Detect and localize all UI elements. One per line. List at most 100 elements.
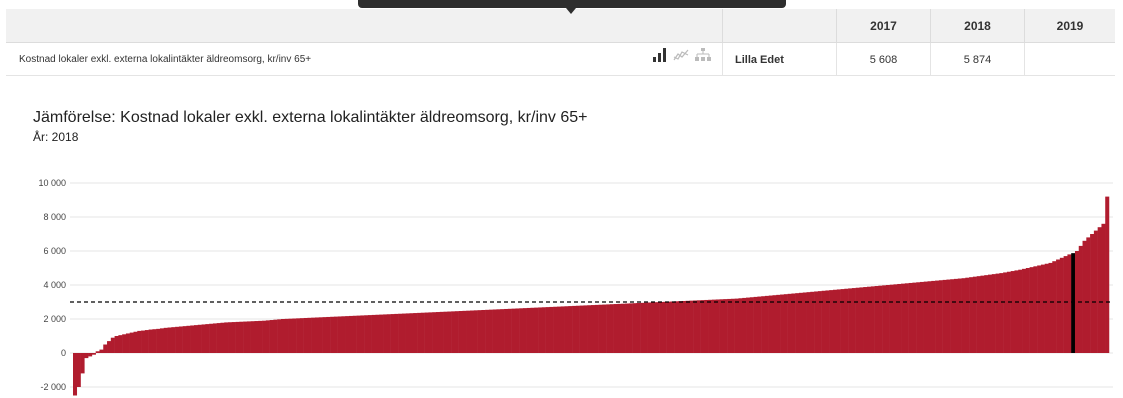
bar[interactable] xyxy=(621,304,625,353)
tree-icon[interactable] xyxy=(695,48,711,67)
bar[interactable] xyxy=(239,322,243,353)
municipality-cell[interactable]: Lilla Edet xyxy=(722,43,836,76)
bar[interactable] xyxy=(440,312,444,353)
bar[interactable] xyxy=(1045,264,1049,353)
bar[interactable] xyxy=(965,278,969,353)
bar[interactable] xyxy=(496,309,500,353)
bar[interactable] xyxy=(160,328,164,353)
bar[interactable] xyxy=(311,318,315,353)
bar[interactable] xyxy=(349,316,353,353)
bar[interactable] xyxy=(194,325,198,353)
bar[interactable] xyxy=(958,279,962,353)
bar[interactable] xyxy=(478,310,482,353)
bar[interactable] xyxy=(920,282,924,353)
bar[interactable] xyxy=(122,334,126,353)
bar[interactable] xyxy=(141,331,145,353)
bar[interactable] xyxy=(168,328,172,354)
bar[interactable] xyxy=(931,281,935,353)
bar[interactable] xyxy=(205,324,209,353)
bar[interactable] xyxy=(984,275,988,353)
bar[interactable] xyxy=(822,291,826,353)
bar[interactable] xyxy=(413,313,417,353)
bar[interactable] xyxy=(417,313,421,353)
bar[interactable] xyxy=(655,302,659,353)
bar[interactable] xyxy=(565,306,569,353)
bar[interactable] xyxy=(591,305,595,353)
header-year-2018[interactable]: 2018 xyxy=(930,9,1024,43)
bar[interactable] xyxy=(678,301,682,353)
bar[interactable] xyxy=(258,321,262,353)
bar[interactable] xyxy=(292,318,296,353)
bar[interactable] xyxy=(527,308,531,353)
bar[interactable] xyxy=(788,294,792,353)
bar[interactable] xyxy=(410,313,414,353)
bar[interactable] xyxy=(341,316,345,353)
bar[interactable] xyxy=(1105,197,1109,353)
bar[interactable] xyxy=(636,303,640,353)
bar[interactable] xyxy=(281,319,285,353)
bar[interactable] xyxy=(77,353,81,387)
bar[interactable] xyxy=(307,318,311,353)
bar[interactable] xyxy=(149,330,153,353)
bar[interactable] xyxy=(629,303,633,353)
bar[interactable] xyxy=(425,313,429,353)
bar[interactable] xyxy=(387,314,391,353)
bar[interactable] xyxy=(716,299,720,353)
bar[interactable] xyxy=(228,322,232,353)
bar[interactable] xyxy=(546,307,550,353)
bar[interactable] xyxy=(882,285,886,353)
bar[interactable] xyxy=(224,322,228,353)
bar[interactable] xyxy=(625,304,629,353)
bar[interactable] xyxy=(1037,265,1041,353)
bar[interactable] xyxy=(757,297,761,353)
bar[interactable] xyxy=(421,313,425,353)
bar[interactable] xyxy=(451,311,455,353)
bar[interactable] xyxy=(304,318,308,353)
bar[interactable] xyxy=(402,314,406,353)
bar[interactable] xyxy=(296,318,300,353)
bar[interactable] xyxy=(807,292,811,353)
bar[interactable] xyxy=(145,330,149,353)
bar[interactable] xyxy=(217,323,221,353)
bar[interactable] xyxy=(254,321,258,353)
bar[interactable] xyxy=(878,286,882,353)
bar[interactable] xyxy=(1007,272,1011,353)
bar[interactable] xyxy=(190,325,194,353)
bar[interactable] xyxy=(277,319,281,353)
bar[interactable] xyxy=(232,322,236,353)
bar[interactable] xyxy=(712,300,716,353)
bar[interactable] xyxy=(1094,231,1098,353)
bar[interactable] xyxy=(92,353,96,355)
bar[interactable] xyxy=(754,297,758,353)
bar[interactable] xyxy=(769,296,773,353)
bar[interactable] xyxy=(186,326,190,353)
bar[interactable] xyxy=(633,303,637,353)
bar[interactable] xyxy=(833,290,837,353)
bar[interactable] xyxy=(273,320,277,353)
bar[interactable] xyxy=(394,314,398,353)
bar[interactable] xyxy=(360,315,364,353)
highlighted-bar[interactable] xyxy=(1071,253,1075,353)
bar[interactable] xyxy=(515,308,519,353)
bar[interactable] xyxy=(663,302,667,353)
bar[interactable] xyxy=(992,274,996,353)
bar[interactable] xyxy=(379,315,383,353)
bar[interactable] xyxy=(587,305,591,353)
bar[interactable] xyxy=(606,304,610,353)
bar[interactable] xyxy=(1014,270,1018,353)
bar[interactable] xyxy=(772,295,776,353)
bar[interactable] xyxy=(553,307,557,353)
bar[interactable] xyxy=(103,345,107,354)
bar[interactable] xyxy=(534,308,538,353)
bar[interactable] xyxy=(735,299,739,353)
bar[interactable] xyxy=(708,300,712,353)
bar[interactable] xyxy=(447,312,451,353)
bar[interactable] xyxy=(470,311,474,354)
bar[interactable] xyxy=(652,302,656,353)
bar[interactable] xyxy=(916,282,920,353)
bar[interactable] xyxy=(1052,261,1056,353)
bar[interactable] xyxy=(595,305,599,353)
bar[interactable] xyxy=(674,301,678,353)
bar-chart-icon[interactable] xyxy=(651,48,667,67)
bar[interactable] xyxy=(489,310,493,353)
